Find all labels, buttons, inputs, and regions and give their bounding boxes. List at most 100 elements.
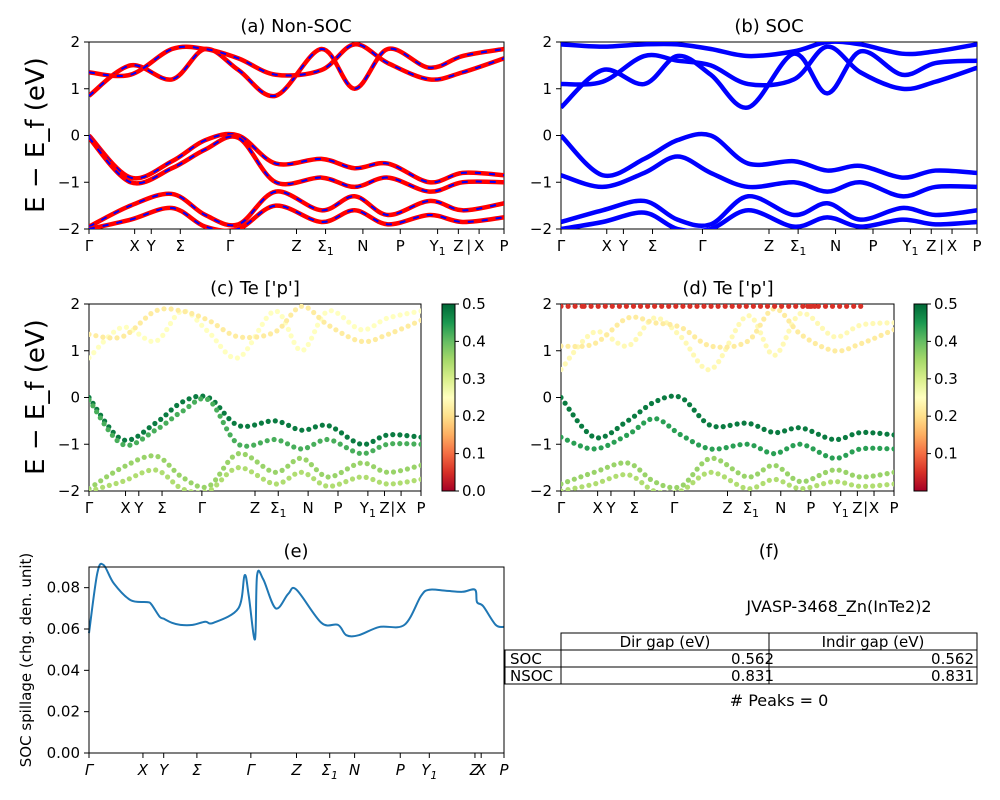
band-point	[561, 488, 564, 491]
y-tick-label: 0	[542, 127, 552, 145]
band-point	[838, 333, 844, 339]
band-point	[844, 304, 850, 309]
band-point	[595, 304, 601, 309]
y-tick-label: 0	[70, 389, 80, 407]
band-point	[167, 320, 174, 327]
band-point	[661, 395, 668, 401]
panel-e-title: (e)	[283, 541, 308, 562]
band-point	[163, 412, 169, 418]
band-point	[746, 313, 752, 319]
band-point	[176, 472, 182, 478]
band-point	[217, 471, 223, 477]
band-point	[660, 419, 666, 425]
band-point	[171, 314, 177, 321]
band-point	[370, 438, 376, 444]
band-point	[245, 346, 251, 352]
band-point	[704, 456, 710, 463]
band-point	[411, 320, 418, 326]
band-point	[754, 484, 760, 490]
band-point	[786, 304, 792, 309]
band-point	[411, 433, 417, 439]
band-point	[822, 469, 829, 476]
band-point	[658, 316, 664, 322]
band-point	[213, 477, 219, 483]
band-point	[749, 334, 756, 340]
band-point	[695, 475, 702, 481]
band-point	[411, 478, 417, 484]
band-point	[326, 423, 332, 429]
band-point	[109, 432, 115, 438]
band-point	[175, 307, 181, 313]
band-point	[836, 467, 842, 473]
band-point	[679, 334, 685, 341]
band-point	[711, 455, 717, 461]
x-tick-label: X	[120, 499, 130, 517]
band-point	[735, 470, 741, 476]
band-point	[248, 469, 255, 475]
band-point	[748, 421, 754, 427]
band-point	[208, 482, 214, 488]
band-point	[611, 462, 617, 468]
band-point	[620, 472, 626, 478]
x-tick-label: Σ1	[321, 761, 337, 782]
band-point	[303, 457, 309, 463]
band-point	[371, 323, 377, 329]
band-point	[775, 429, 781, 436]
band-point	[202, 316, 208, 322]
band-point	[713, 424, 719, 430]
band-point	[572, 304, 578, 309]
band-point	[288, 333, 294, 339]
band-point	[744, 441, 750, 447]
band-point	[802, 426, 808, 432]
band-point	[779, 466, 785, 472]
band-point	[305, 341, 311, 348]
band-point	[616, 304, 622, 309]
band-point	[286, 475, 292, 481]
y-tick-label: 2	[70, 295, 80, 313]
band-point	[155, 337, 161, 343]
band-point	[884, 320, 890, 326]
band-point	[793, 304, 799, 309]
band-point	[747, 486, 753, 491]
band-point	[175, 483, 181, 489]
band-point	[358, 338, 365, 344]
panel-a-non-soc-bands: (a) Non-SOC 210−1−2Γ X Y Σ Γ Z Σ1 N P Y1 Z | X P	[58, 16, 509, 258]
band-point	[716, 359, 722, 365]
band-line	[561, 131, 977, 180]
band-point	[332, 473, 338, 479]
band-point	[280, 479, 286, 485]
band-point	[220, 419, 226, 426]
x-tick-label: Y1	[421, 761, 437, 782]
band-point	[195, 313, 201, 319]
band-point	[279, 314, 285, 320]
band-point	[94, 409, 100, 415]
band-point	[646, 318, 652, 324]
colorbar-tick-label: 0.5	[934, 295, 958, 313]
x-tick-label: P	[499, 761, 509, 779]
band-point	[106, 482, 112, 488]
panel-e-spillage: (e) SOC spillage (chg. den. unit) 0.00 0.…	[17, 541, 509, 782]
band-point	[397, 441, 403, 447]
band-point	[609, 336, 615, 342]
band-point	[240, 351, 246, 357]
band-point	[858, 304, 864, 309]
band-point	[660, 482, 666, 489]
band-point	[786, 318, 792, 324]
band-point	[383, 315, 389, 322]
band-point	[404, 479, 410, 485]
band-point	[245, 423, 251, 429]
band-point	[764, 449, 770, 455]
band-point	[254, 334, 260, 340]
band-point	[328, 308, 334, 314]
colorbar-tick-label: 0.2	[934, 407, 958, 425]
band-point	[685, 477, 692, 483]
y-tick-label: 0	[70, 127, 80, 145]
band-point	[364, 441, 370, 447]
band-point	[226, 416, 232, 422]
band-line	[561, 208, 977, 229]
band-point	[344, 434, 350, 440]
band-point	[561, 343, 564, 349]
band-point	[317, 438, 323, 444]
band-point	[319, 471, 325, 477]
x-tick-label: Γ	[85, 499, 94, 517]
